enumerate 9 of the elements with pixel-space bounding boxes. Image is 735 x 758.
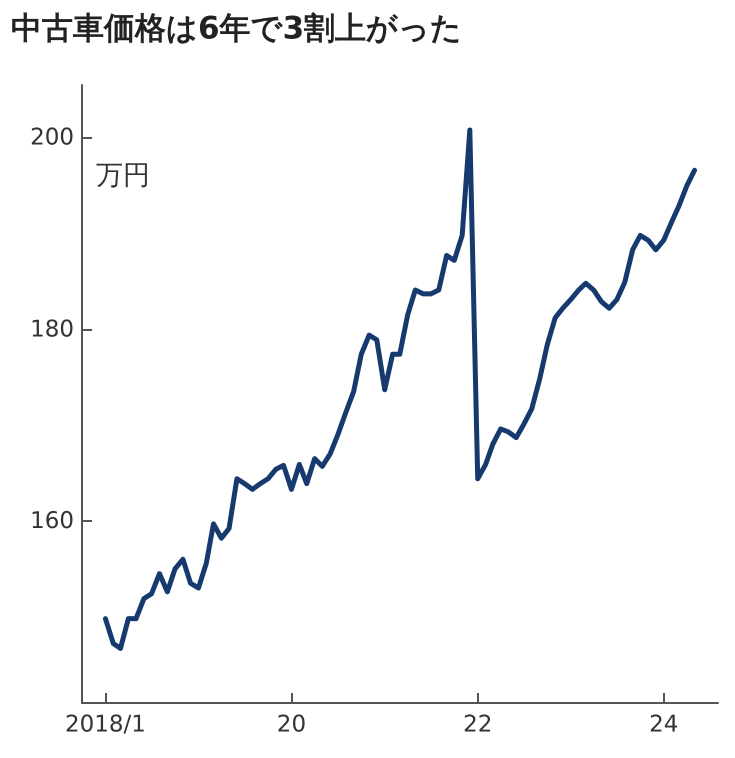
y-tick-label: 200 bbox=[30, 124, 74, 151]
y-tick-label: 160 bbox=[30, 508, 74, 534]
y-axis-title: 万円 bbox=[96, 160, 150, 191]
x-tick-label: 24 bbox=[649, 712, 678, 738]
y-tick-label: 180 bbox=[30, 316, 74, 342]
x-tick-label: 20 bbox=[276, 712, 306, 738]
x-tick-label: 2018/1 bbox=[64, 712, 146, 738]
chart-title: 中古車価格は6年で3割上がった bbox=[11, 10, 462, 46]
x-tick-label: 22 bbox=[463, 712, 492, 738]
